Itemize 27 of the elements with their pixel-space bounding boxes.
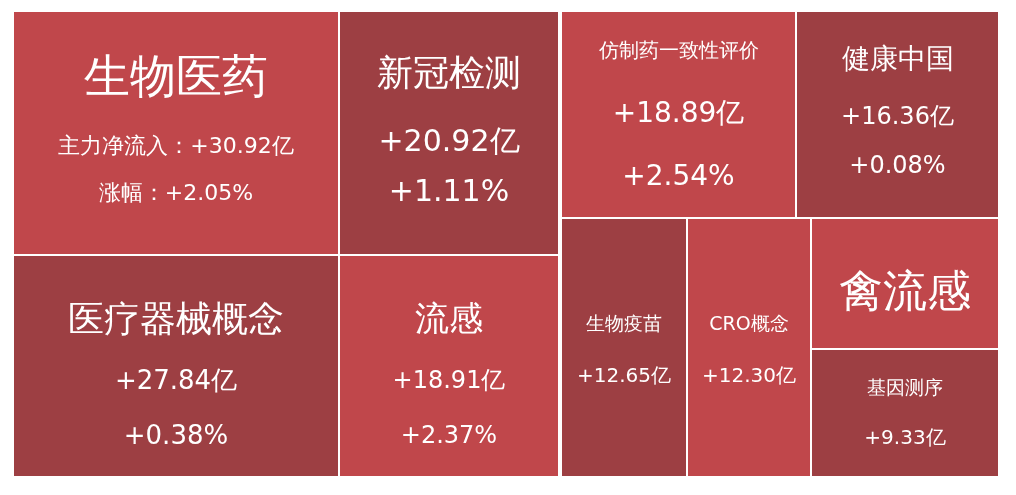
data-label: +1.11% bbox=[388, 172, 510, 208]
category-label: 生物疫苗 bbox=[586, 312, 662, 334]
series-label: 主力净流入： bbox=[58, 132, 191, 158]
data-label: +2.05% bbox=[164, 179, 254, 205]
category-label: 禽流感 bbox=[839, 264, 971, 316]
data-label: +9.33亿 bbox=[864, 425, 946, 449]
category-label: 流感 bbox=[415, 298, 483, 338]
category-label: 生物医药 bbox=[84, 49, 268, 103]
data-label: +2.54% bbox=[622, 158, 735, 192]
data-label: +0.38% bbox=[123, 420, 229, 450]
data-label: +16.36亿 bbox=[841, 102, 954, 130]
data-label: +0.08% bbox=[849, 151, 946, 179]
data-label: +2.37% bbox=[400, 421, 498, 449]
category-label: 新冠检测 bbox=[377, 51, 521, 93]
category-label: 健康中国 bbox=[841, 41, 954, 75]
category-label: 基因测序 bbox=[867, 376, 943, 398]
category-label: 医疗器械概念 bbox=[68, 297, 284, 339]
category-label: CRO概念 bbox=[709, 312, 789, 334]
data-label: +27.84亿 bbox=[114, 365, 238, 395]
data-label: +18.89亿 bbox=[612, 95, 745, 129]
category-label: 仿制药一致性评价 bbox=[597, 38, 759, 62]
data-label: +20.92亿 bbox=[378, 122, 520, 158]
data-label: +30.92亿 bbox=[190, 132, 294, 158]
text: 涨幅： bbox=[98, 179, 165, 205]
data-label: +18.91亿 bbox=[392, 366, 506, 394]
data-label: +12.65亿 bbox=[576, 363, 672, 387]
data-label: +12.30亿 bbox=[701, 363, 797, 387]
